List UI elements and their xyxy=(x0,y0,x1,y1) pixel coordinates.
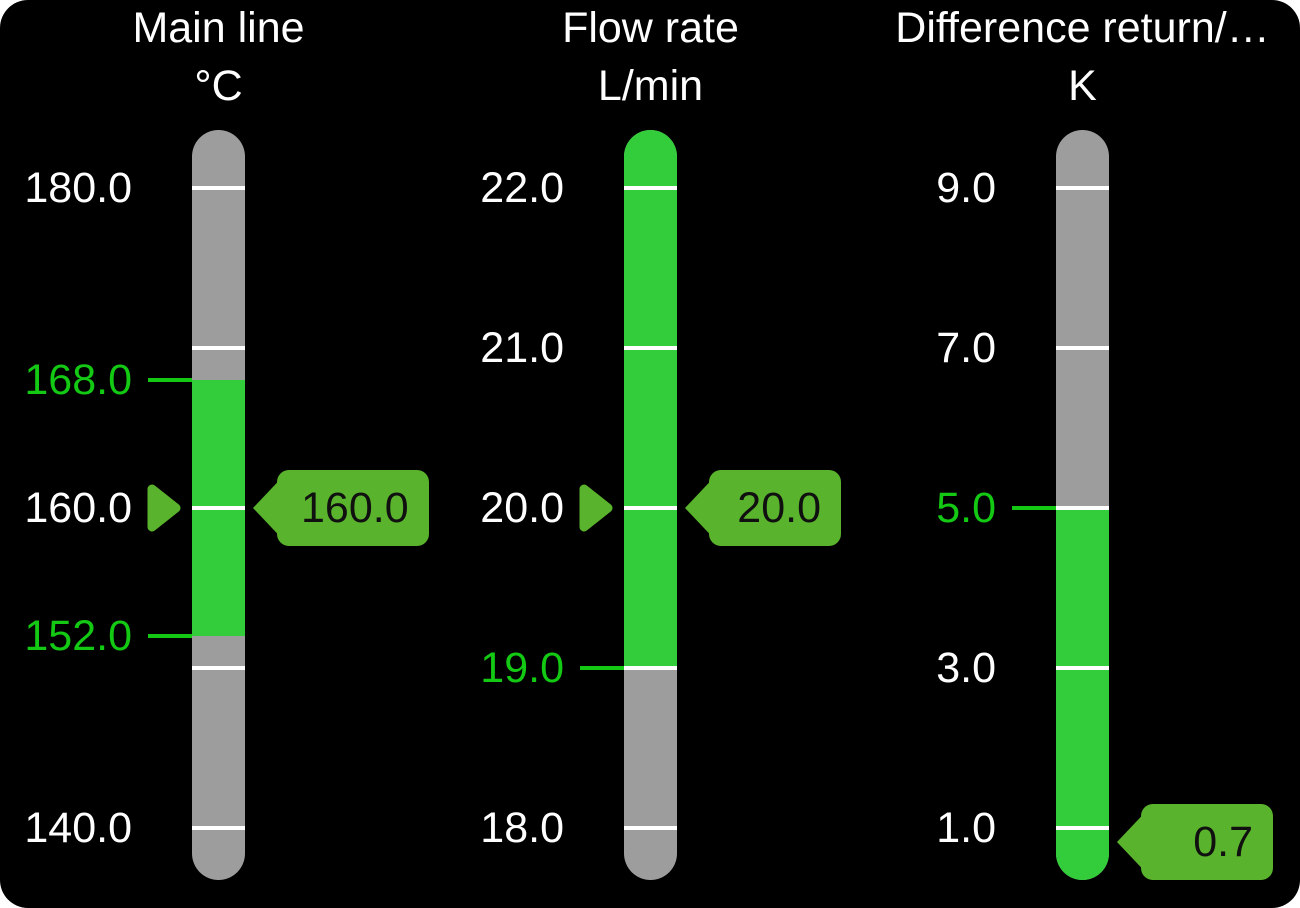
gauge-unit-label: K xyxy=(1068,62,1097,110)
gauge-bar-good-range xyxy=(1056,508,1109,880)
limit-line xyxy=(1012,506,1056,510)
scale-label: 140.0 xyxy=(24,804,132,852)
scale-tick xyxy=(192,826,245,830)
limit-line xyxy=(580,666,624,670)
scale-label: 5.0 xyxy=(936,484,996,532)
scale-tick xyxy=(192,506,245,510)
scale-tick xyxy=(624,826,677,830)
gauge-title: Flow rate xyxy=(562,4,739,52)
gauge-title: Main line xyxy=(132,4,305,52)
scale-tick xyxy=(624,666,677,670)
scale-label: 22.0 xyxy=(480,164,564,212)
value-tag-text: 160.0 xyxy=(277,470,429,546)
value-pointer-icon[interactable] xyxy=(145,479,183,537)
limit-line xyxy=(148,378,192,382)
value-pointer-icon[interactable] xyxy=(577,479,615,537)
scale-label: 9.0 xyxy=(936,164,996,212)
scale-tick xyxy=(1056,506,1109,510)
scale-tick xyxy=(624,186,677,190)
scale-label: 18.0 xyxy=(480,804,564,852)
gauge-unit-label: °C xyxy=(194,62,243,110)
value-tag[interactable]: 20.0 xyxy=(685,470,841,546)
scale-label: 21.0 xyxy=(480,324,564,372)
value-tag-text: 0.7 xyxy=(1141,804,1273,880)
value-tag-text: 20.0 xyxy=(709,470,841,546)
gauge-bar-track xyxy=(624,130,677,880)
scale-tick xyxy=(192,186,245,190)
scale-label: 180.0 xyxy=(24,164,132,212)
gauge-title: Difference return/… xyxy=(895,4,1270,52)
gauge-unit-label: L/min xyxy=(597,62,704,110)
scale-label: 1.0 xyxy=(936,804,996,852)
scale-label: 152.0 xyxy=(24,612,132,660)
scale-label: 19.0 xyxy=(480,644,564,692)
gauge-bar-good-range xyxy=(624,130,677,668)
scale-tick xyxy=(1056,186,1109,190)
scale-label: 7.0 xyxy=(936,324,996,372)
value-tag[interactable]: 160.0 xyxy=(253,470,429,546)
gauge-bar-track xyxy=(192,130,245,880)
scale-label: 20.0 xyxy=(480,484,564,532)
scale-tick xyxy=(1056,826,1109,830)
scale-tick xyxy=(192,346,245,350)
gauge-bar-track xyxy=(1056,130,1109,880)
limit-line xyxy=(148,634,192,638)
scale-tick xyxy=(624,506,677,510)
scale-label: 168.0 xyxy=(24,356,132,404)
scale-label: 3.0 xyxy=(936,644,996,692)
scale-tick xyxy=(1056,346,1109,350)
value-tag[interactable]: 0.7 xyxy=(1117,804,1273,880)
scale-tick xyxy=(624,346,677,350)
scale-label: 160.0 xyxy=(24,484,132,532)
scale-tick xyxy=(192,666,245,670)
scale-tick xyxy=(1056,666,1109,670)
